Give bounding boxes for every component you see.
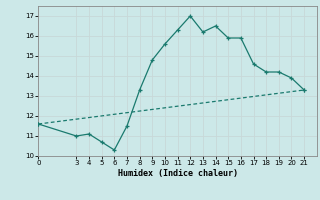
X-axis label: Humidex (Indice chaleur): Humidex (Indice chaleur): [118, 169, 238, 178]
